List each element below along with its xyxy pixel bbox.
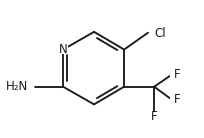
Bar bbox=[59, 45, 68, 54]
Bar bbox=[170, 95, 177, 104]
Text: F: F bbox=[151, 110, 157, 123]
Bar bbox=[170, 70, 177, 79]
Bar bbox=[151, 112, 158, 121]
Text: F: F bbox=[174, 68, 180, 81]
Text: N: N bbox=[59, 43, 68, 56]
Text: H₂N: H₂N bbox=[6, 80, 29, 93]
Text: Cl: Cl bbox=[154, 27, 166, 40]
Text: F: F bbox=[174, 93, 180, 106]
